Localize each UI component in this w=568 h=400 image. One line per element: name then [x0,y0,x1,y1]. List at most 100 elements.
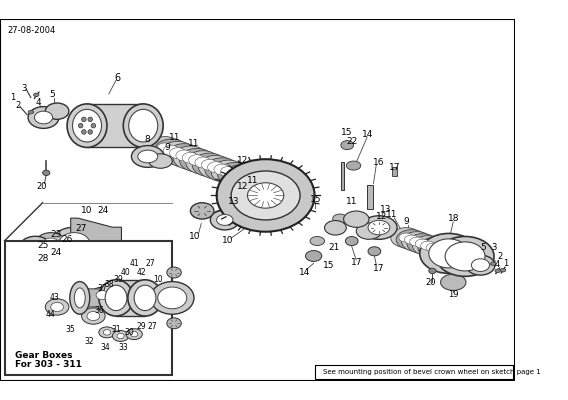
Ellipse shape [131,332,138,337]
Ellipse shape [437,247,452,256]
Ellipse shape [442,249,457,258]
Ellipse shape [123,104,163,148]
Text: 24: 24 [51,248,62,257]
Ellipse shape [441,274,466,290]
Ellipse shape [216,159,315,232]
Text: 16: 16 [373,158,385,167]
Text: 27: 27 [75,224,86,233]
Text: 26: 26 [61,235,73,244]
Text: 19: 19 [448,290,458,300]
Polygon shape [391,167,397,176]
Text: 14: 14 [361,130,373,139]
Ellipse shape [205,158,239,181]
Ellipse shape [368,220,390,235]
Ellipse shape [345,236,358,246]
Text: 9: 9 [164,143,170,152]
Ellipse shape [346,161,361,170]
Ellipse shape [459,255,473,264]
Ellipse shape [356,223,382,239]
Polygon shape [87,104,143,148]
Text: For 303 - 311: For 303 - 311 [15,360,82,368]
Text: 15: 15 [310,195,321,204]
Text: 27-08-2004: 27-08-2004 [7,26,56,35]
Text: 33: 33 [118,343,128,352]
Ellipse shape [134,285,156,310]
Ellipse shape [51,227,98,260]
Ellipse shape [126,329,143,340]
Ellipse shape [158,287,187,309]
Ellipse shape [103,330,111,335]
Text: 41: 41 [130,259,139,268]
Ellipse shape [131,146,164,167]
Ellipse shape [402,232,432,252]
Ellipse shape [421,241,435,250]
Ellipse shape [231,171,300,220]
Ellipse shape [396,230,427,250]
Ellipse shape [233,171,249,182]
Ellipse shape [429,239,469,268]
Text: 32: 32 [84,337,94,346]
Ellipse shape [82,130,86,134]
Bar [444,235,455,272]
Ellipse shape [333,214,347,223]
Ellipse shape [28,107,59,128]
Ellipse shape [448,251,462,260]
Text: 17: 17 [373,264,385,273]
Ellipse shape [167,144,201,167]
Ellipse shape [306,250,322,262]
Text: 18: 18 [448,214,459,224]
Text: 9: 9 [403,217,409,226]
Text: 31: 31 [111,325,121,334]
Text: 15: 15 [341,128,353,137]
Text: 11: 11 [247,176,258,184]
Text: 40: 40 [120,268,130,277]
Ellipse shape [324,220,346,235]
Text: 21: 21 [328,243,339,252]
Ellipse shape [88,117,93,122]
Polygon shape [70,218,122,269]
Ellipse shape [495,269,500,273]
Text: 5: 5 [50,90,56,99]
Ellipse shape [74,288,85,308]
Ellipse shape [34,93,39,97]
Ellipse shape [410,237,424,246]
Ellipse shape [87,312,100,320]
Text: 12: 12 [237,156,249,166]
Ellipse shape [173,146,207,170]
Ellipse shape [445,248,476,268]
Text: 22: 22 [346,137,357,146]
Ellipse shape [429,268,436,274]
Ellipse shape [128,280,162,316]
Ellipse shape [129,109,158,142]
Text: 10: 10 [81,206,93,215]
Text: See mounting position of bevel crown wheel on sketch page 1: See mounting position of bevel crown whe… [323,369,541,375]
Text: 6: 6 [115,73,121,83]
Ellipse shape [440,246,470,266]
Ellipse shape [182,152,199,163]
Ellipse shape [35,111,53,124]
Ellipse shape [59,233,90,254]
Ellipse shape [28,110,34,114]
Ellipse shape [82,308,105,324]
Ellipse shape [199,156,233,179]
Ellipse shape [43,170,50,176]
Text: 13: 13 [381,205,392,214]
Ellipse shape [99,280,133,316]
Ellipse shape [186,151,220,174]
Ellipse shape [218,162,252,186]
Ellipse shape [167,267,181,278]
Text: 38: 38 [104,280,114,289]
Ellipse shape [105,285,127,310]
Ellipse shape [117,333,124,339]
Ellipse shape [67,104,107,148]
Ellipse shape [45,299,69,315]
Ellipse shape [415,239,430,248]
Ellipse shape [310,236,324,246]
Ellipse shape [420,234,478,273]
Ellipse shape [195,157,211,168]
Text: 11: 11 [346,196,357,206]
Text: 4: 4 [35,98,41,106]
Text: 11: 11 [188,139,200,148]
Text: 27: 27 [145,259,155,268]
Text: 3: 3 [22,84,27,93]
